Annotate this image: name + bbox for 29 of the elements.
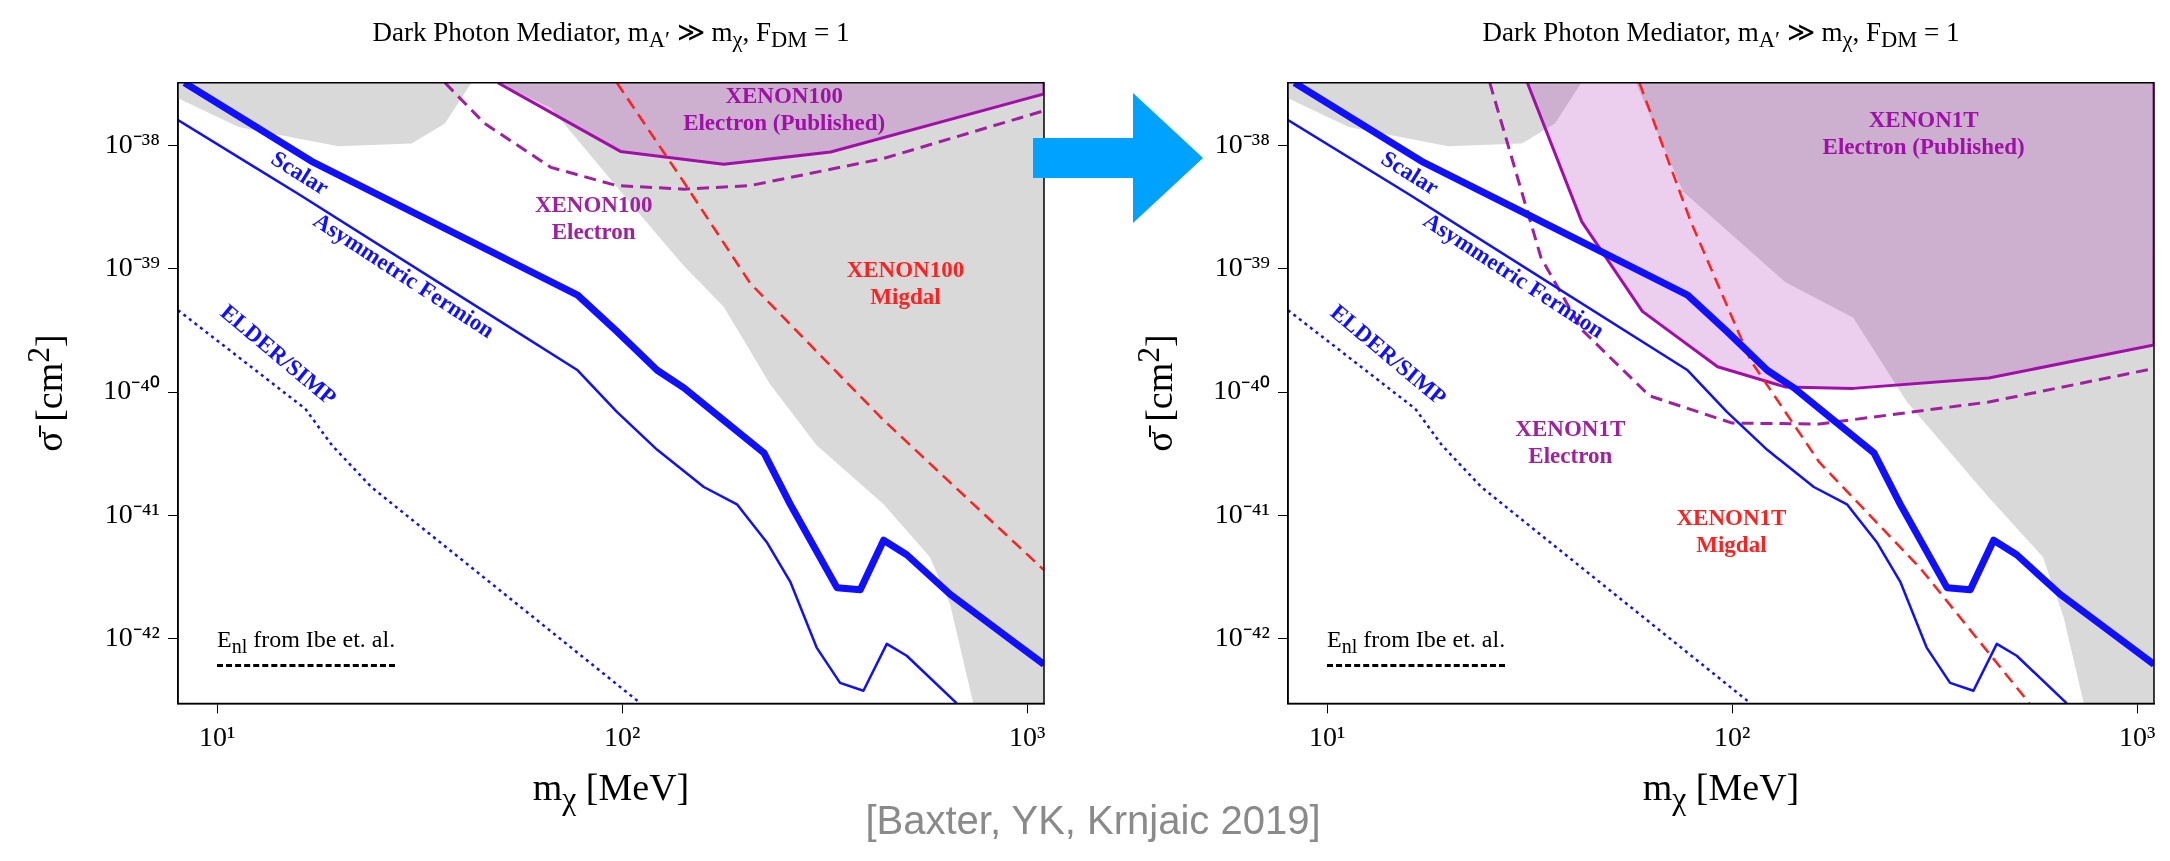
y-tick-label: 10⁻⁴⁰: [103, 374, 160, 406]
annotation: E$_{nl}$ from Ibe et. al.: [1326, 625, 1506, 658]
y-tick-label: 10⁻⁴²: [1214, 621, 1270, 653]
x-tick-label: 10¹: [199, 720, 236, 752]
x-tick-label: 10³: [2119, 720, 2156, 752]
y-tick-label: 10⁻³⁸: [1214, 127, 1270, 159]
chart-title: Dark Photon Mediator, m$_{A′}$ ≫ m$_{χ}$, F$_{DM}$ = 1: [371, 16, 851, 54]
x-axis-title: m$_{χ}$ [MeV]: [532, 766, 690, 816]
y-tick-label: 10⁻³⁹: [1214, 250, 1270, 282]
y-tick-label: 10⁻⁴¹: [104, 497, 160, 529]
y-tick-label: 10⁻⁴¹: [1214, 497, 1270, 529]
x-tick-label: 10²: [1714, 720, 1751, 752]
series-label: XENON1T Electron: [1515, 416, 1626, 469]
x-tick-label: 10²: [604, 720, 641, 752]
series-label: XENON100 Electron (Published): [683, 83, 886, 136]
text: XENON1T Migdal: [1676, 504, 1787, 557]
text: XENON100 Migdal: [846, 256, 965, 309]
chart-title: Dark Photon Mediator, m$_{A′}$ ≫ m$_{χ}$, F$_{DM}$ = 1: [1481, 16, 1961, 54]
series-label: XENON1T Electron (Published): [1822, 106, 2025, 159]
y-tick-label: 10⁻⁴²: [104, 621, 160, 653]
y-tick-label: 10⁻³⁸: [104, 127, 160, 159]
x-tick-label: 10³: [1009, 720, 1046, 752]
annotation: E$_{nl}$ from Ibe et. al.: [216, 625, 396, 658]
y-tick-label: 10⁻³⁹: [104, 250, 160, 282]
x-axis-title: m$_{χ}$ [MeV]: [1642, 766, 1800, 816]
x-tick-label: 10¹: [1309, 720, 1346, 752]
series-label: XENON100 Electron: [534, 191, 653, 244]
text: [Baxter, YK, Krnjaic 2019]: [865, 798, 1321, 842]
y-tick-label: 10⁻⁴⁰: [1213, 374, 1270, 406]
